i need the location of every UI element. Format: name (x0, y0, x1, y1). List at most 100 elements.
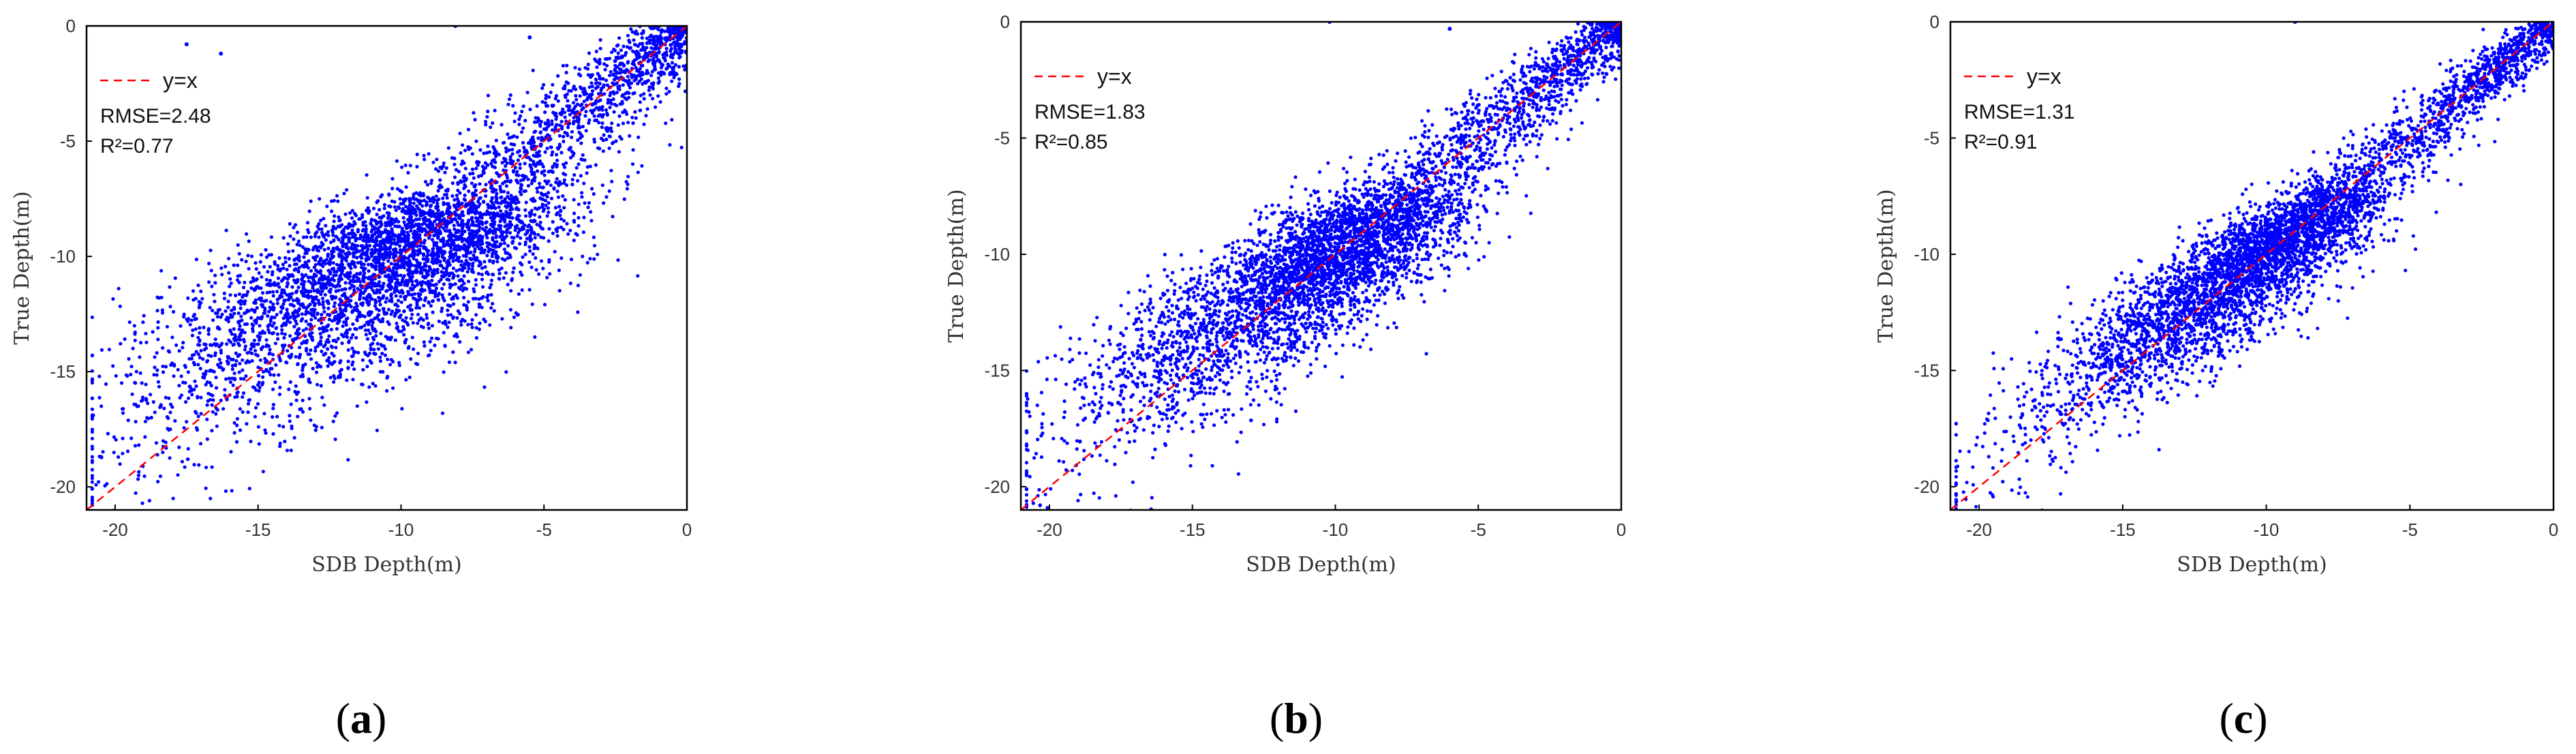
scatter-point (458, 312, 462, 316)
scatter-point (213, 351, 217, 355)
scatter-point (586, 62, 590, 67)
scatter-point (356, 286, 360, 290)
scatter-point (617, 114, 622, 118)
scatter-point (530, 212, 534, 216)
scatter-point (535, 120, 539, 124)
scatter-point (421, 217, 425, 221)
scatter-point (153, 355, 157, 359)
scatter-point (463, 166, 467, 170)
scatter-point (394, 208, 398, 212)
scatter-point (442, 161, 446, 165)
scatter-point (453, 175, 457, 179)
scatter-point (440, 293, 444, 297)
scatter-point (213, 299, 217, 303)
scatter-point (408, 258, 412, 262)
scatter-point (543, 121, 547, 125)
scatter-point (204, 369, 209, 374)
scatter-point (627, 95, 631, 100)
scatter-point (481, 285, 485, 289)
scatter-point (354, 327, 358, 331)
scatter-point (378, 370, 382, 374)
scatter-point (423, 212, 427, 216)
scatter-point (388, 250, 393, 254)
scatter-point (318, 331, 322, 336)
scatter-point (339, 359, 343, 363)
scatter-point (607, 57, 612, 61)
scatter-point (599, 88, 603, 92)
scatter-point (191, 289, 196, 293)
scatter-point (639, 108, 643, 112)
scatter-point (355, 308, 360, 312)
scatter-point (520, 273, 524, 277)
scatter-point (630, 72, 634, 77)
scatter-point (645, 107, 649, 111)
scatter-point (301, 245, 305, 249)
scatter-point (236, 300, 241, 304)
scatter-point (181, 346, 185, 350)
scatter-point (532, 243, 537, 247)
scatter-point (529, 198, 534, 202)
scatter-point (326, 275, 331, 280)
scatter-point (367, 302, 371, 306)
scatter-point (313, 316, 318, 320)
scatter-point (448, 235, 452, 239)
scatter-point (411, 247, 416, 252)
scatter-point (592, 192, 596, 196)
scatter-point (344, 258, 348, 262)
scatter-point (306, 289, 310, 293)
scatter-point (331, 296, 335, 300)
scatter-point (324, 325, 328, 329)
scatter-point (433, 259, 438, 263)
scatter-point (288, 334, 292, 338)
scatter-point (497, 227, 501, 231)
scatter-point (486, 299, 490, 303)
scatter-point (551, 220, 555, 224)
scatter-point (503, 197, 507, 201)
scatter-point (371, 207, 376, 211)
scatter-point (557, 123, 562, 127)
scatter-point (565, 222, 569, 226)
scatter-point (407, 345, 411, 349)
scatter-point (483, 265, 487, 269)
scatter-point (446, 308, 450, 312)
scatter-point (415, 152, 419, 157)
scatter-point (477, 174, 481, 179)
scatter-point (199, 348, 203, 352)
scatter-point (466, 209, 470, 214)
scatter-point (592, 235, 596, 239)
scatter-point (486, 144, 490, 149)
scatter-point (393, 338, 397, 342)
scatter-point (495, 240, 499, 244)
scatter-point (358, 254, 363, 258)
scatter-point (450, 194, 455, 198)
scatter-point (194, 316, 198, 321)
scatter-point (453, 198, 457, 202)
scatter-point (288, 264, 292, 268)
scatter-point (366, 206, 370, 210)
scatter-point (365, 400, 369, 404)
scatter-point (404, 337, 408, 342)
scatter-point (457, 200, 461, 204)
scatter-point (464, 252, 469, 256)
scatter-point (260, 331, 264, 335)
scatter-point (395, 288, 400, 293)
scatter-point (210, 429, 214, 433)
scatter-point (293, 223, 298, 227)
scatter-point (186, 317, 191, 321)
scatter-point (536, 136, 540, 140)
scatter-point (232, 372, 236, 376)
scatter-point (263, 428, 267, 432)
scatter-point (543, 150, 547, 154)
scatter-point (114, 438, 118, 442)
scatter-point (278, 385, 282, 390)
scatter-point (429, 336, 434, 340)
scatter-point (231, 357, 235, 362)
scatter-point (393, 312, 397, 316)
scatter-point (380, 232, 384, 236)
scatter-point (408, 215, 412, 219)
scatter-point (388, 246, 392, 250)
scatter-point (677, 42, 681, 46)
scatter-point (466, 350, 471, 355)
scatter-point (481, 171, 486, 175)
scatter-point (418, 208, 422, 212)
